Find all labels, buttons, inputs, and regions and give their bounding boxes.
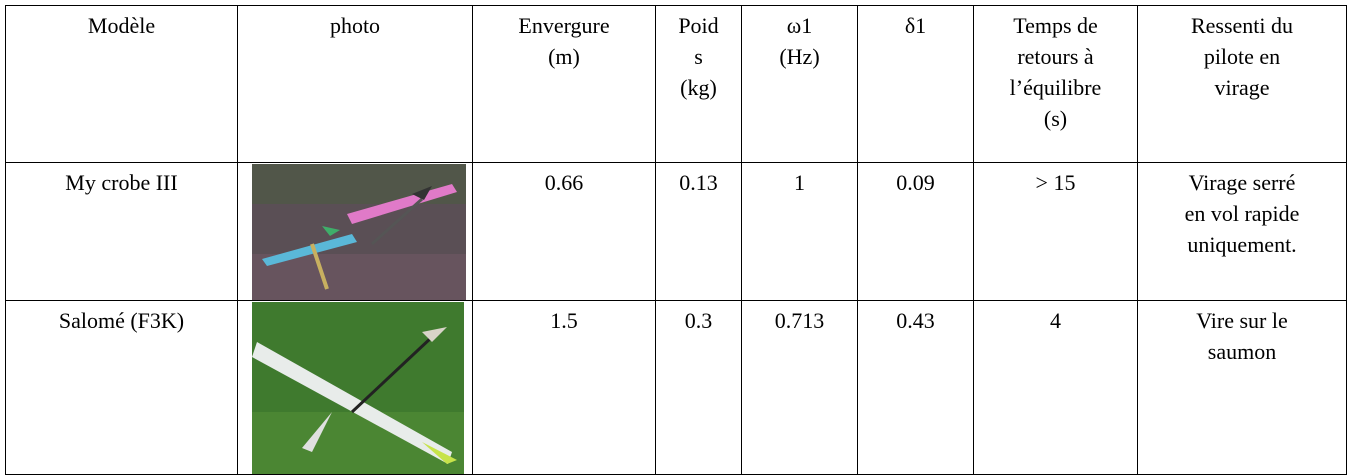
photo-cell [237, 300, 473, 475]
cell-text: (s) [1043, 106, 1068, 131]
cell-text: pilote en [1203, 44, 1281, 69]
cell-text: Modèle [87, 13, 156, 38]
cell-text: 0.713 [774, 308, 825, 333]
cell-text: en vol rapide [1184, 201, 1300, 226]
header-cell: Temps de retours à l’équilibre (s) [973, 5, 1138, 163]
cell-text: My crobe III [65, 170, 178, 195]
cell-text: s [694, 44, 703, 69]
table-body: Modèle photo Envergure (m) Poid s (kg) ω1 (Hz) δ1… [5, 5, 1347, 475]
cell-text: (kg) [680, 75, 717, 100]
table-cell: 0.66 [472, 162, 656, 301]
header-cell: ω1 (Hz) [741, 5, 858, 163]
header-cell: Ressenti du pilote en virage [1137, 5, 1347, 163]
cell-text: > 15 [1035, 170, 1076, 195]
cell-text: 1.5 [550, 308, 578, 333]
cell-text: saumon [1207, 339, 1277, 364]
table-cell: My crobe III [5, 162, 238, 301]
table-cell: 0.13 [655, 162, 742, 301]
cell-text: Salomé (F3K) [58, 308, 185, 333]
cell-text: 0.3 [684, 308, 713, 333]
photo-mycrobe [252, 164, 466, 300]
cell-text: Envergure [518, 13, 610, 38]
header-cell: photo [237, 5, 473, 163]
cell-text: ω1 [786, 13, 813, 38]
table-cell: > 15 [973, 162, 1138, 301]
table-cell: 4 [973, 300, 1138, 475]
cell-text: Poid [678, 13, 719, 38]
cell-text: uniquement. [1187, 232, 1297, 257]
cell-text: Virage serré [1188, 170, 1296, 195]
cell-text: photo [329, 13, 381, 38]
cell-text: 0.09 [896, 170, 935, 195]
cell-text: 1 [794, 170, 805, 195]
header-cell: Poid s (kg) [655, 5, 742, 163]
data-table: Modèle photo Envergure (m) Poid s (kg) ω1 (Hz) δ1… [5, 5, 1347, 475]
table-cell: Virage serré en vol rapide uniquement. [1137, 162, 1347, 301]
header-cell: Envergure (m) [472, 5, 656, 163]
header-cell: δ1 [857, 5, 974, 163]
cell-text: Vire sur le [1196, 308, 1288, 333]
cell-text: 0.13 [679, 170, 718, 195]
cell-text: δ1 [904, 13, 927, 38]
cell-text: l’équilibre [1009, 75, 1102, 100]
cell-text: 0.43 [896, 308, 935, 333]
cell-text: 0.66 [544, 170, 584, 195]
photo-cell [237, 162, 473, 301]
cell-text: retours à [1017, 44, 1094, 69]
cell-text: 4 [1050, 308, 1061, 333]
table-row: My crobe III 0.66 0.13 1 0.09 > 15 Virage ser… [5, 162, 1347, 301]
cell-text: Ressenti du [1190, 13, 1294, 38]
table-cell: 0.43 [857, 300, 974, 475]
header-row: Modèle photo Envergure (m) Poid s (kg) ω1 (Hz) δ1… [5, 5, 1347, 163]
cell-text: Temps de [1013, 13, 1098, 38]
table-cell: 0.713 [741, 300, 858, 475]
cell-text: virage [1214, 75, 1270, 100]
table-cell: 1.5 [472, 300, 656, 475]
table-cell: 1 [741, 162, 858, 301]
table-cell: 0.09 [857, 162, 974, 301]
table-cell: 0.3 [655, 300, 742, 475]
cell-text: (Hz) [779, 44, 820, 69]
table-cell: Salomé (F3K) [5, 300, 238, 475]
cell-text: (m) [548, 44, 580, 69]
table-cell: Vire sur le saumon [1137, 300, 1347, 475]
photo-salome [252, 302, 464, 474]
header-cell: Modèle [5, 5, 238, 163]
table-row: Salomé (F3K) 1.5 0.3 0.713 0.43 4 Vire sur le… [5, 300, 1347, 475]
